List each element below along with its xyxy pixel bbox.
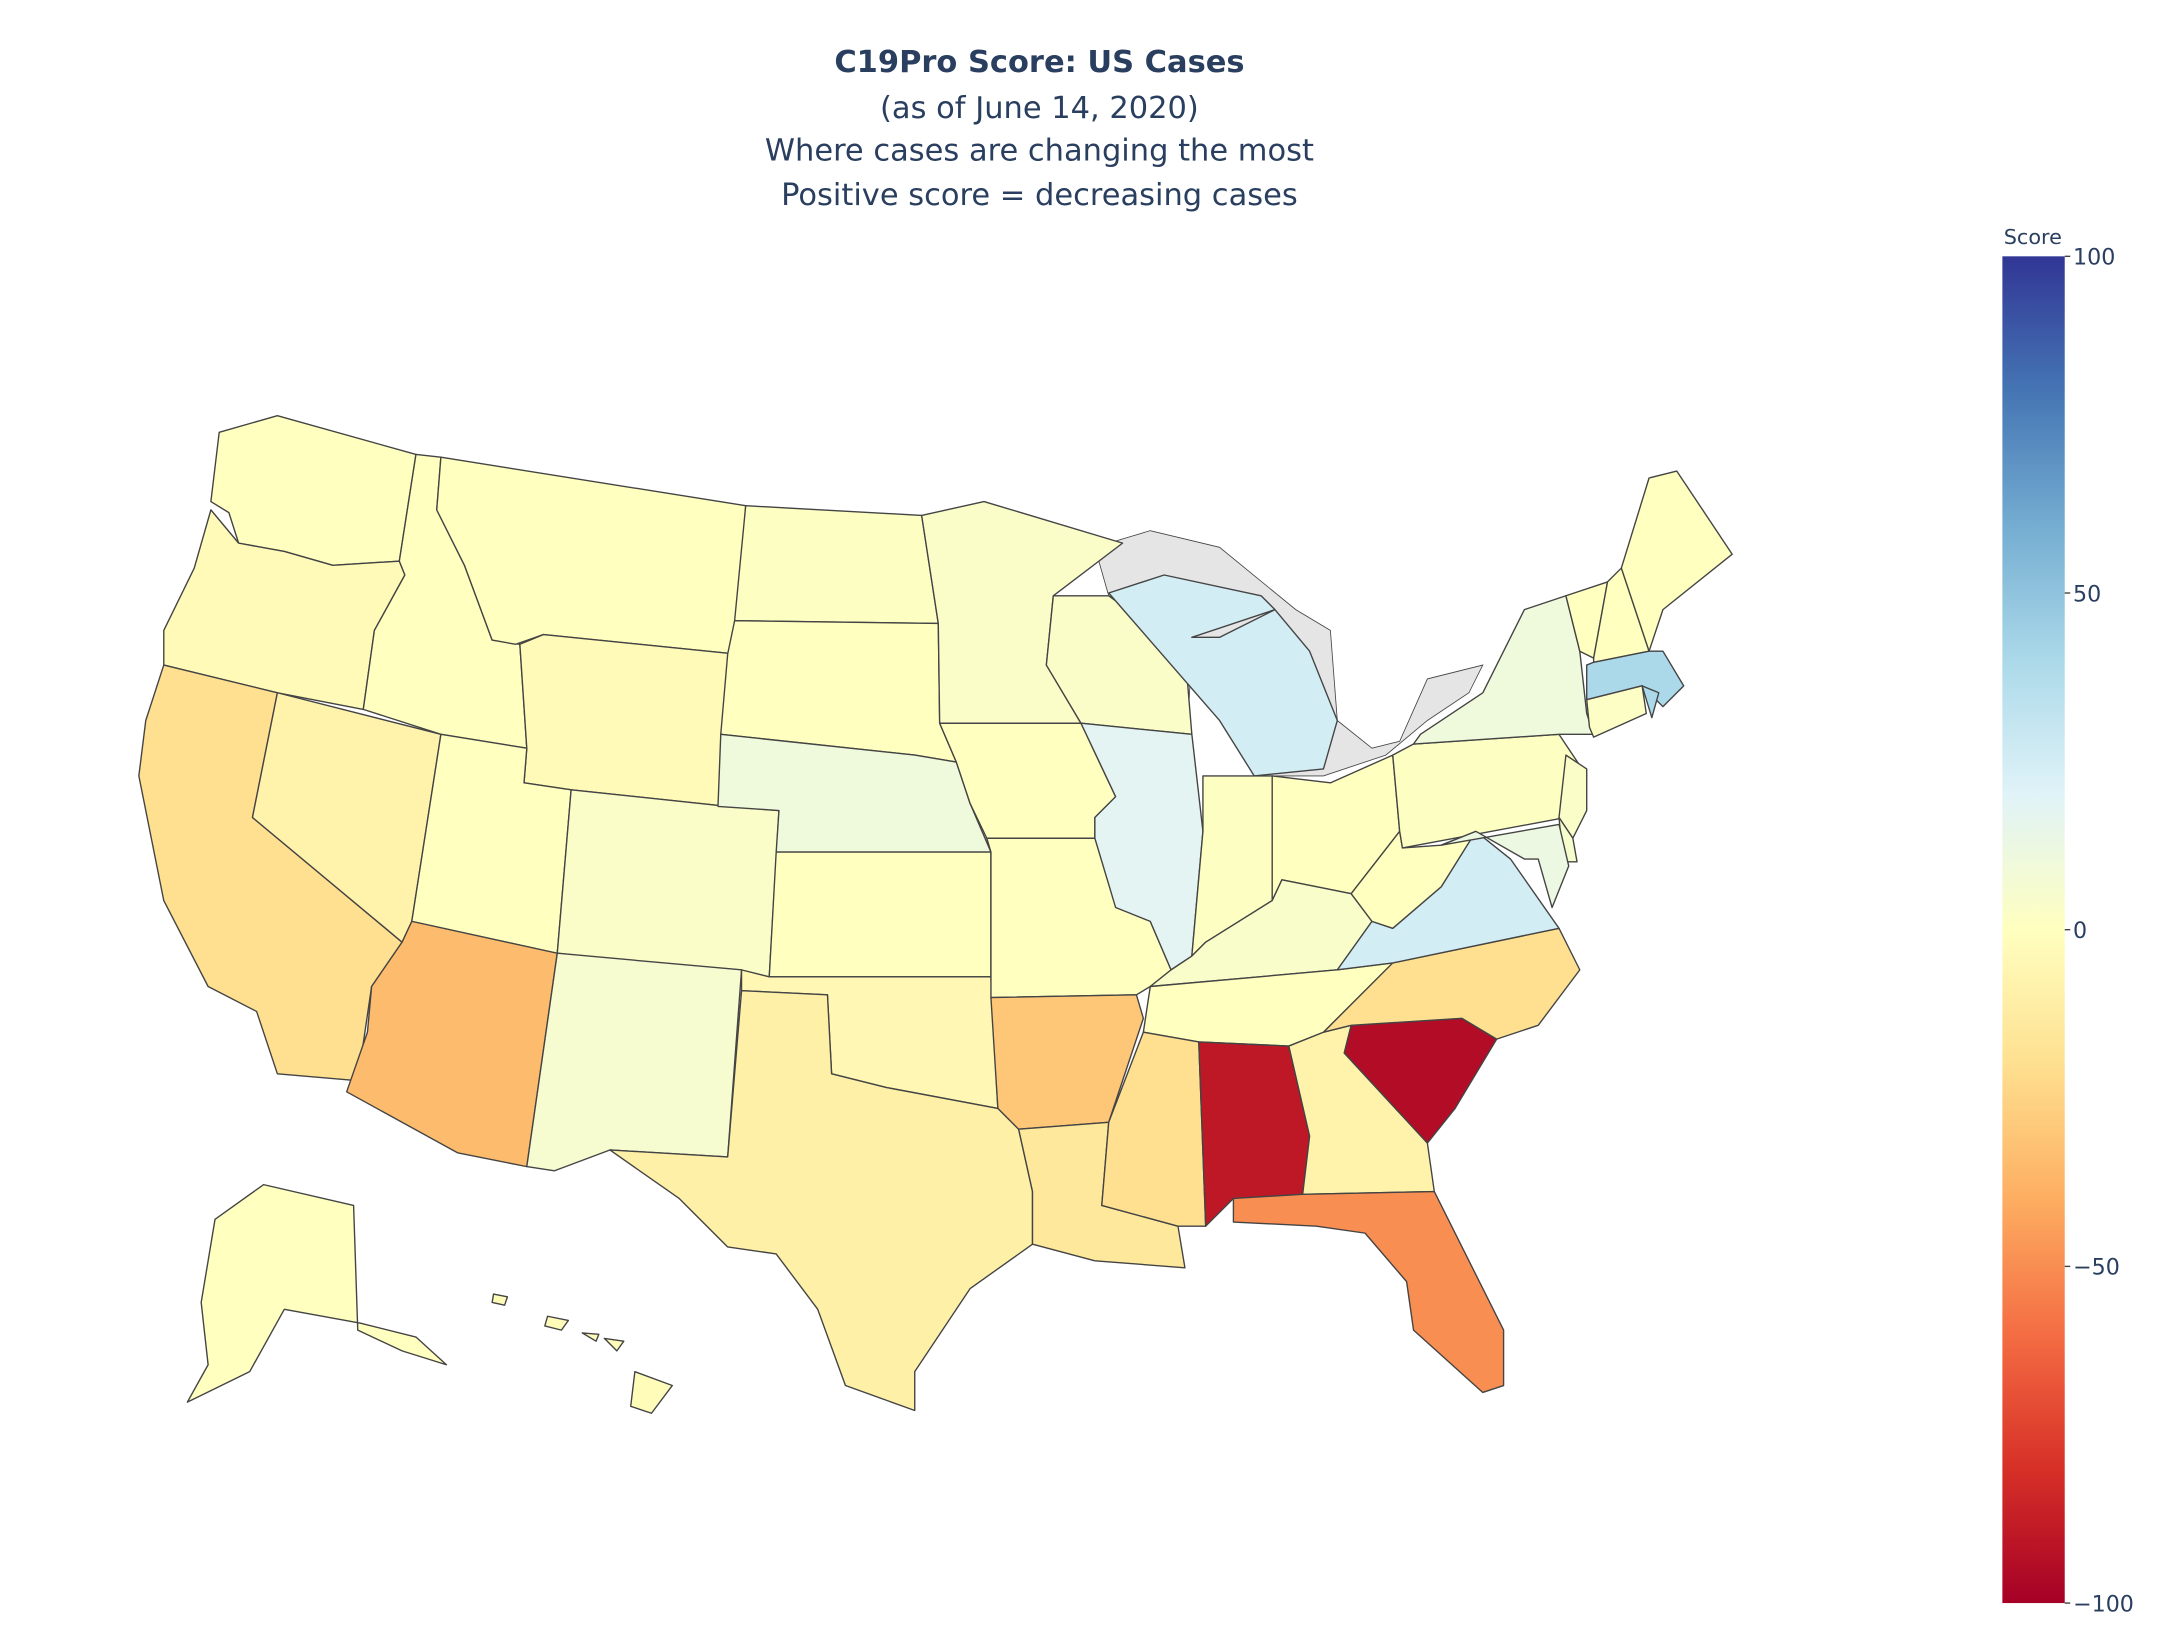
state: [491, 1293, 673, 1414]
state: [519, 633, 736, 808]
state: [1232, 1190, 1505, 1394]
colorbar-tick-label: −100: [2073, 1591, 2134, 1617]
state: [186, 1183, 448, 1403]
chart-subtitle: Where cases are changing the most: [765, 134, 1314, 169]
chart-subtitle: Positive score = decreasing cases: [781, 178, 1298, 213]
colorbar-tick-label: 0: [2073, 918, 2087, 944]
colorbar-tick-label: −50: [2073, 1255, 2120, 1281]
state: [733, 505, 939, 625]
colorbar-title: Score: [2004, 225, 2062, 249]
colorbar-tick-label: 50: [2073, 581, 2101, 607]
state: [1641, 685, 1660, 719]
state: [556, 789, 780, 978]
chart-subtitle: (as of June 14, 2020): [880, 91, 1199, 126]
chart-title: C19Pro Score: US Cases: [834, 45, 1244, 80]
state: [1558, 754, 1588, 839]
state: [1412, 595, 1595, 745]
state: [1108, 574, 1339, 777]
state: [526, 952, 743, 1172]
colorbar: [2002, 256, 2065, 1604]
state: [1080, 722, 1204, 971]
state: [210, 414, 417, 566]
state: [609, 989, 1034, 1412]
states: [138, 414, 1733, 1414]
colorbar-tick-label: 100: [2073, 245, 2115, 271]
state: [1586, 685, 1647, 738]
state: [1440, 823, 1570, 909]
state: [768, 851, 992, 978]
